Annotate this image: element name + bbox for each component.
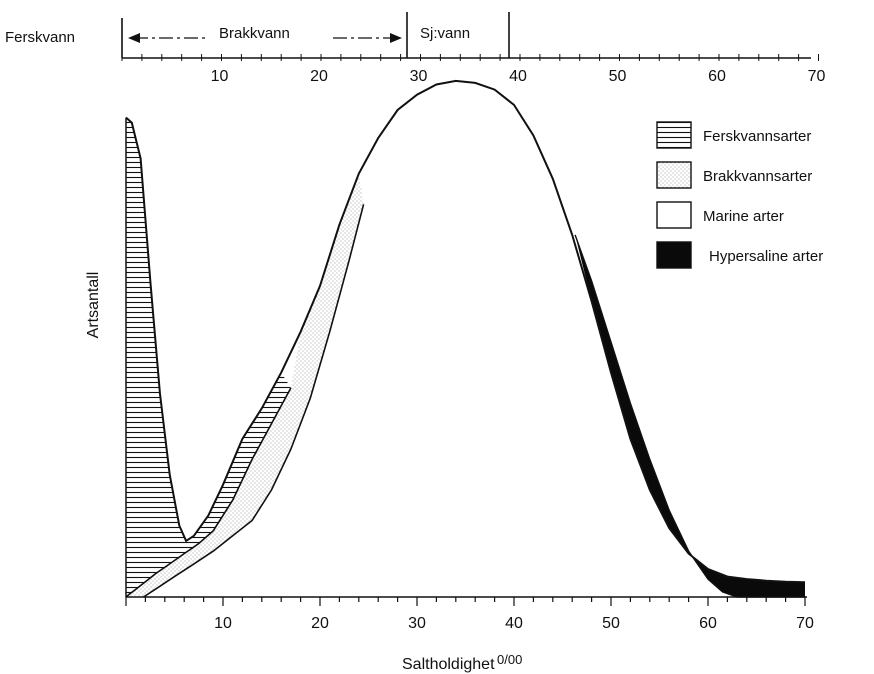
- x-tick-label: 10: [214, 615, 232, 632]
- ferskvannsarter-area: [126, 117, 291, 597]
- legend-swatch-stipple: [656, 161, 692, 189]
- top-tick-label: 70: [808, 68, 826, 85]
- legend-label: Ferskvannsarter: [703, 128, 811, 145]
- brakkvannsarter-area: [126, 173, 364, 597]
- hypersaline-boundary-line: [574, 234, 805, 598]
- legend-swatch-white: [656, 201, 692, 229]
- hypersaline-arter-area: [575, 234, 805, 597]
- top-tick-label: 60: [708, 68, 726, 85]
- top-tick-label: 10: [211, 68, 229, 85]
- zone-label-sjovann: Sj:vann: [420, 25, 470, 42]
- x-tick-label: 60: [699, 615, 717, 632]
- x-tick-label: 30: [408, 615, 426, 632]
- top-tick-label: 30: [410, 68, 428, 85]
- x-tick-label: 20: [311, 615, 329, 632]
- legend-swatch-hatch: [656, 121, 692, 149]
- legend-label: Hypersaline arter: [709, 248, 823, 265]
- legend: Ferskvannsarter Brakkvannsarter Marine art…: [656, 121, 823, 269]
- x-tick-label: 40: [505, 615, 523, 632]
- legend-label: Brakkvannsarter: [703, 168, 812, 185]
- y-axis-title: Artsantall: [85, 272, 102, 339]
- zone-label-brakkvann: Brakkvann: [219, 25, 290, 42]
- zone-label-ferskvann: Ferskvann: [5, 29, 75, 46]
- x-axis: 10 20 30 40 50 60 70: [125, 596, 814, 632]
- x-axis-unit: 0/00: [497, 652, 522, 667]
- legend-swatch-black: [656, 241, 692, 269]
- x-tick-label: 70: [796, 615, 814, 632]
- top-tick-label: 20: [310, 68, 328, 85]
- top-tick-label: 40: [509, 68, 527, 85]
- top-tick-label: 50: [609, 68, 627, 85]
- x-axis-title: Saltholdighet: [402, 656, 495, 673]
- legend-label: Marine arter: [703, 208, 784, 225]
- brakkvann-arrow: [128, 33, 402, 43]
- total-species-curve: [125, 79, 806, 584]
- top-axis: 10 20 30 40 50 60 70: [121, 12, 826, 85]
- brackish-boundary-line: [143, 204, 365, 598]
- freshwater-boundary-line: [125, 387, 292, 598]
- x-tick-label: 50: [602, 615, 620, 632]
